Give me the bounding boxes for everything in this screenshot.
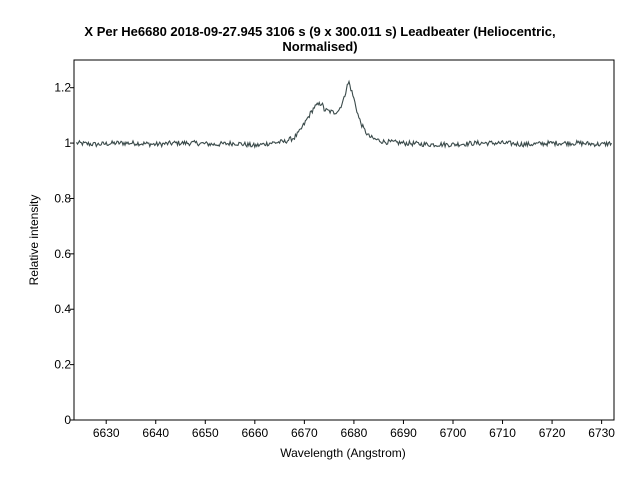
x-tick-label: 6640 [142,426,169,440]
x-tick-label: 6650 [192,426,219,440]
chart-title-line-2: Normalised) [282,39,358,54]
chart-title-line-1: X Per He6680 2018-09-27.945 3106 s (9 x … [84,24,556,39]
y-tick-label: 0.6 [54,247,71,261]
x-tick-label: 6630 [93,426,120,440]
x-tick-label: 6670 [291,426,318,440]
y-tick-label: 1 [64,136,71,150]
plot-frame [73,59,615,421]
x-tick-label: 6690 [390,426,417,440]
y-tick-label: 0.8 [54,191,71,205]
x-tick-label: 6700 [440,426,467,440]
x-tick-label: 6730 [588,426,615,440]
x-tick-label: 6660 [241,426,268,440]
y-tick-label: 0 [64,413,71,427]
y-axis-label: Relative intensity [27,195,41,286]
y-tick-label: 1.2 [54,81,71,95]
x-axis-label: Wavelength (Angstrom) [280,446,406,460]
y-tick-label: 0.4 [54,302,71,316]
x-tick-label: 6680 [341,426,368,440]
y-tick-label: 0.2 [54,358,71,372]
spectrum-line [76,79,612,149]
x-tick-label: 6720 [539,426,566,440]
x-tick-label: 6710 [489,426,516,440]
